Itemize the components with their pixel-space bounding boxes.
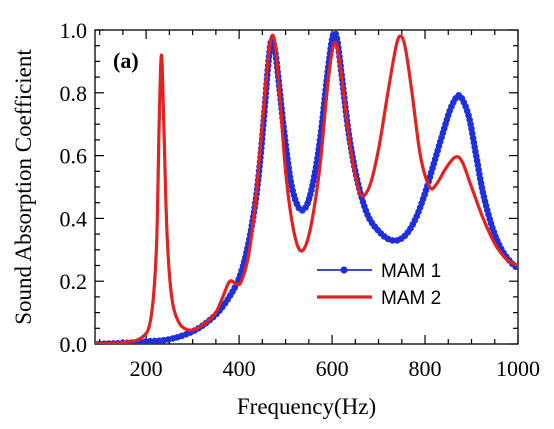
series-layer — [95, 30, 518, 344]
x-tick-label: 400 — [223, 356, 256, 381]
legend: MAM 1 MAM 2 — [317, 261, 441, 309]
x-tick-label: 1000 — [496, 356, 540, 381]
x-tick-label: 600 — [316, 356, 349, 381]
x-axis-label: Frequency(Hz) — [237, 394, 376, 419]
y-tick-label: 0.8 — [60, 81, 88, 106]
panel-label: (a) — [113, 48, 139, 73]
y-tick-label: 0.0 — [60, 332, 88, 357]
x-tick-label: 800 — [409, 356, 442, 381]
series-marker-mam1 — [389, 237, 396, 244]
legend-label-mam2: MAM 2 — [381, 288, 441, 309]
series-line-mam2 — [95, 33, 518, 344]
series-mam1 — [95, 30, 518, 344]
series-mam2 — [95, 33, 518, 344]
y-tick-label: 0.6 — [60, 144, 88, 169]
y-tick-label: 0.4 — [60, 206, 88, 231]
tick-labels: 200 400 600 800 1000 0.0 0.2 0.4 0.6 0.8 1.0 — [60, 18, 541, 381]
legend-label-mam1: MAM 1 — [381, 261, 441, 282]
y-axis-label: Sound Absorption Coefficient — [11, 49, 36, 325]
y-tick-label: 1.0 — [60, 18, 88, 43]
legend-marker-mam1 — [340, 266, 348, 274]
series-marker-mam1 — [146, 337, 154, 344]
y-tick-label: 0.2 — [60, 269, 88, 294]
x-tick-label: 200 — [130, 356, 163, 381]
